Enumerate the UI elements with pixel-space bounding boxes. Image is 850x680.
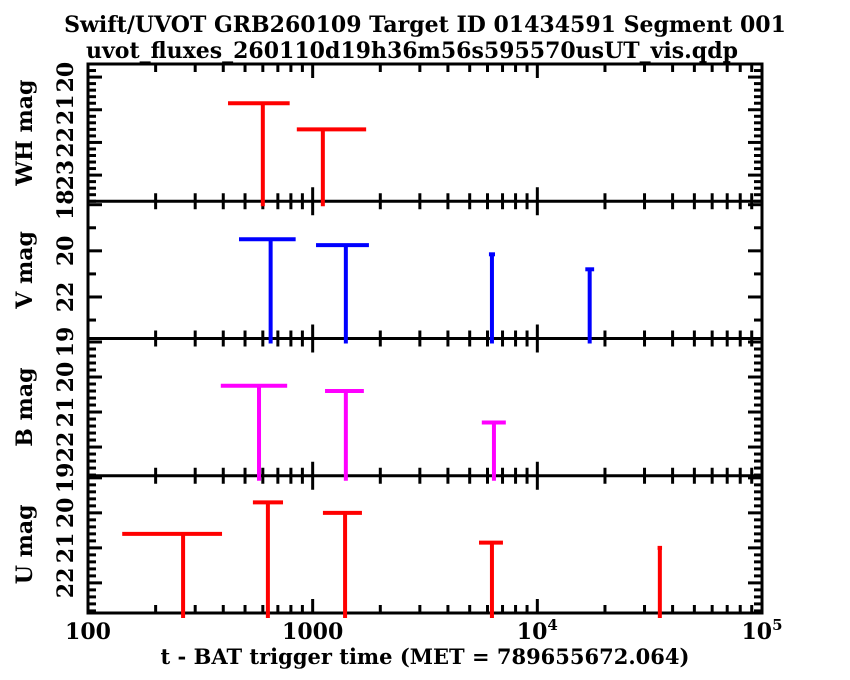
panel-v: 18 20 22 V mag <box>12 189 762 322</box>
y-tick-label: 20 <box>53 498 79 529</box>
y-tick-label: 21 <box>53 533 79 564</box>
x-tick-label: 105 <box>741 616 782 645</box>
y-tick-label: 20 <box>53 62 79 93</box>
plot-title: Swift/UVOT GRB260109 Target ID 01434591 … <box>64 12 786 38</box>
x-tick-label: 1000 <box>282 619 343 645</box>
y-tick-label: 21 <box>53 94 79 125</box>
y-axis-title-u: U mag <box>12 504 38 584</box>
y-tick-label: 18 <box>53 189 79 220</box>
series-b <box>220 383 506 481</box>
series-wh <box>228 101 367 207</box>
series-v <box>238 237 595 344</box>
y-tick-label: 19 <box>53 327 79 358</box>
series-u <box>122 500 663 618</box>
y-tick-label: 22 <box>53 432 79 463</box>
plot-subtitle-filename: uvot_fluxes_260110d19h36m56s595570usUT_v… <box>86 38 738 64</box>
x-tick-label: 100 <box>65 619 111 645</box>
y-tick-label: 20 <box>53 236 79 267</box>
y-tick-label: 19 <box>53 463 79 494</box>
axes: 100 1000 104 105 <box>65 62 783 645</box>
y-axis-title-wh: WH mag <box>12 80 38 187</box>
y-tick-label: 22 <box>53 127 79 158</box>
x-tick-label: 104 <box>517 616 558 645</box>
y-axis-title-b: B mag <box>12 368 38 447</box>
y-tick-label: 23 <box>53 160 79 191</box>
y-axis-title-v: V mag <box>12 231 38 310</box>
panel-u: 19 20 21 22 U mag <box>12 463 762 613</box>
y-tick-label: 21 <box>53 397 79 428</box>
panel-b: 19 20 21 22 B mag <box>12 327 762 477</box>
y-tick-label: 22 <box>53 568 79 599</box>
y-tick-label: 22 <box>53 282 79 313</box>
y-tick-label: 20 <box>53 362 79 393</box>
x-axis-label: t - BAT trigger time (MET = 789655672.06… <box>160 644 690 669</box>
